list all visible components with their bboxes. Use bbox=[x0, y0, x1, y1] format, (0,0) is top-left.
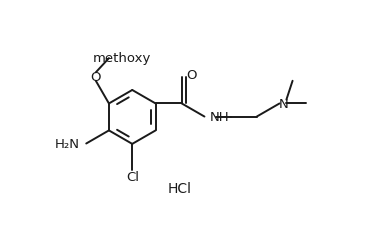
Text: Cl: Cl bbox=[126, 170, 140, 183]
Text: O: O bbox=[186, 69, 197, 82]
Text: H₂N: H₂N bbox=[55, 137, 80, 150]
Text: NH: NH bbox=[210, 111, 229, 124]
Text: methoxy: methoxy bbox=[93, 52, 151, 64]
Text: O: O bbox=[91, 71, 101, 84]
Text: N: N bbox=[279, 97, 289, 110]
Text: HCl: HCl bbox=[168, 181, 192, 195]
